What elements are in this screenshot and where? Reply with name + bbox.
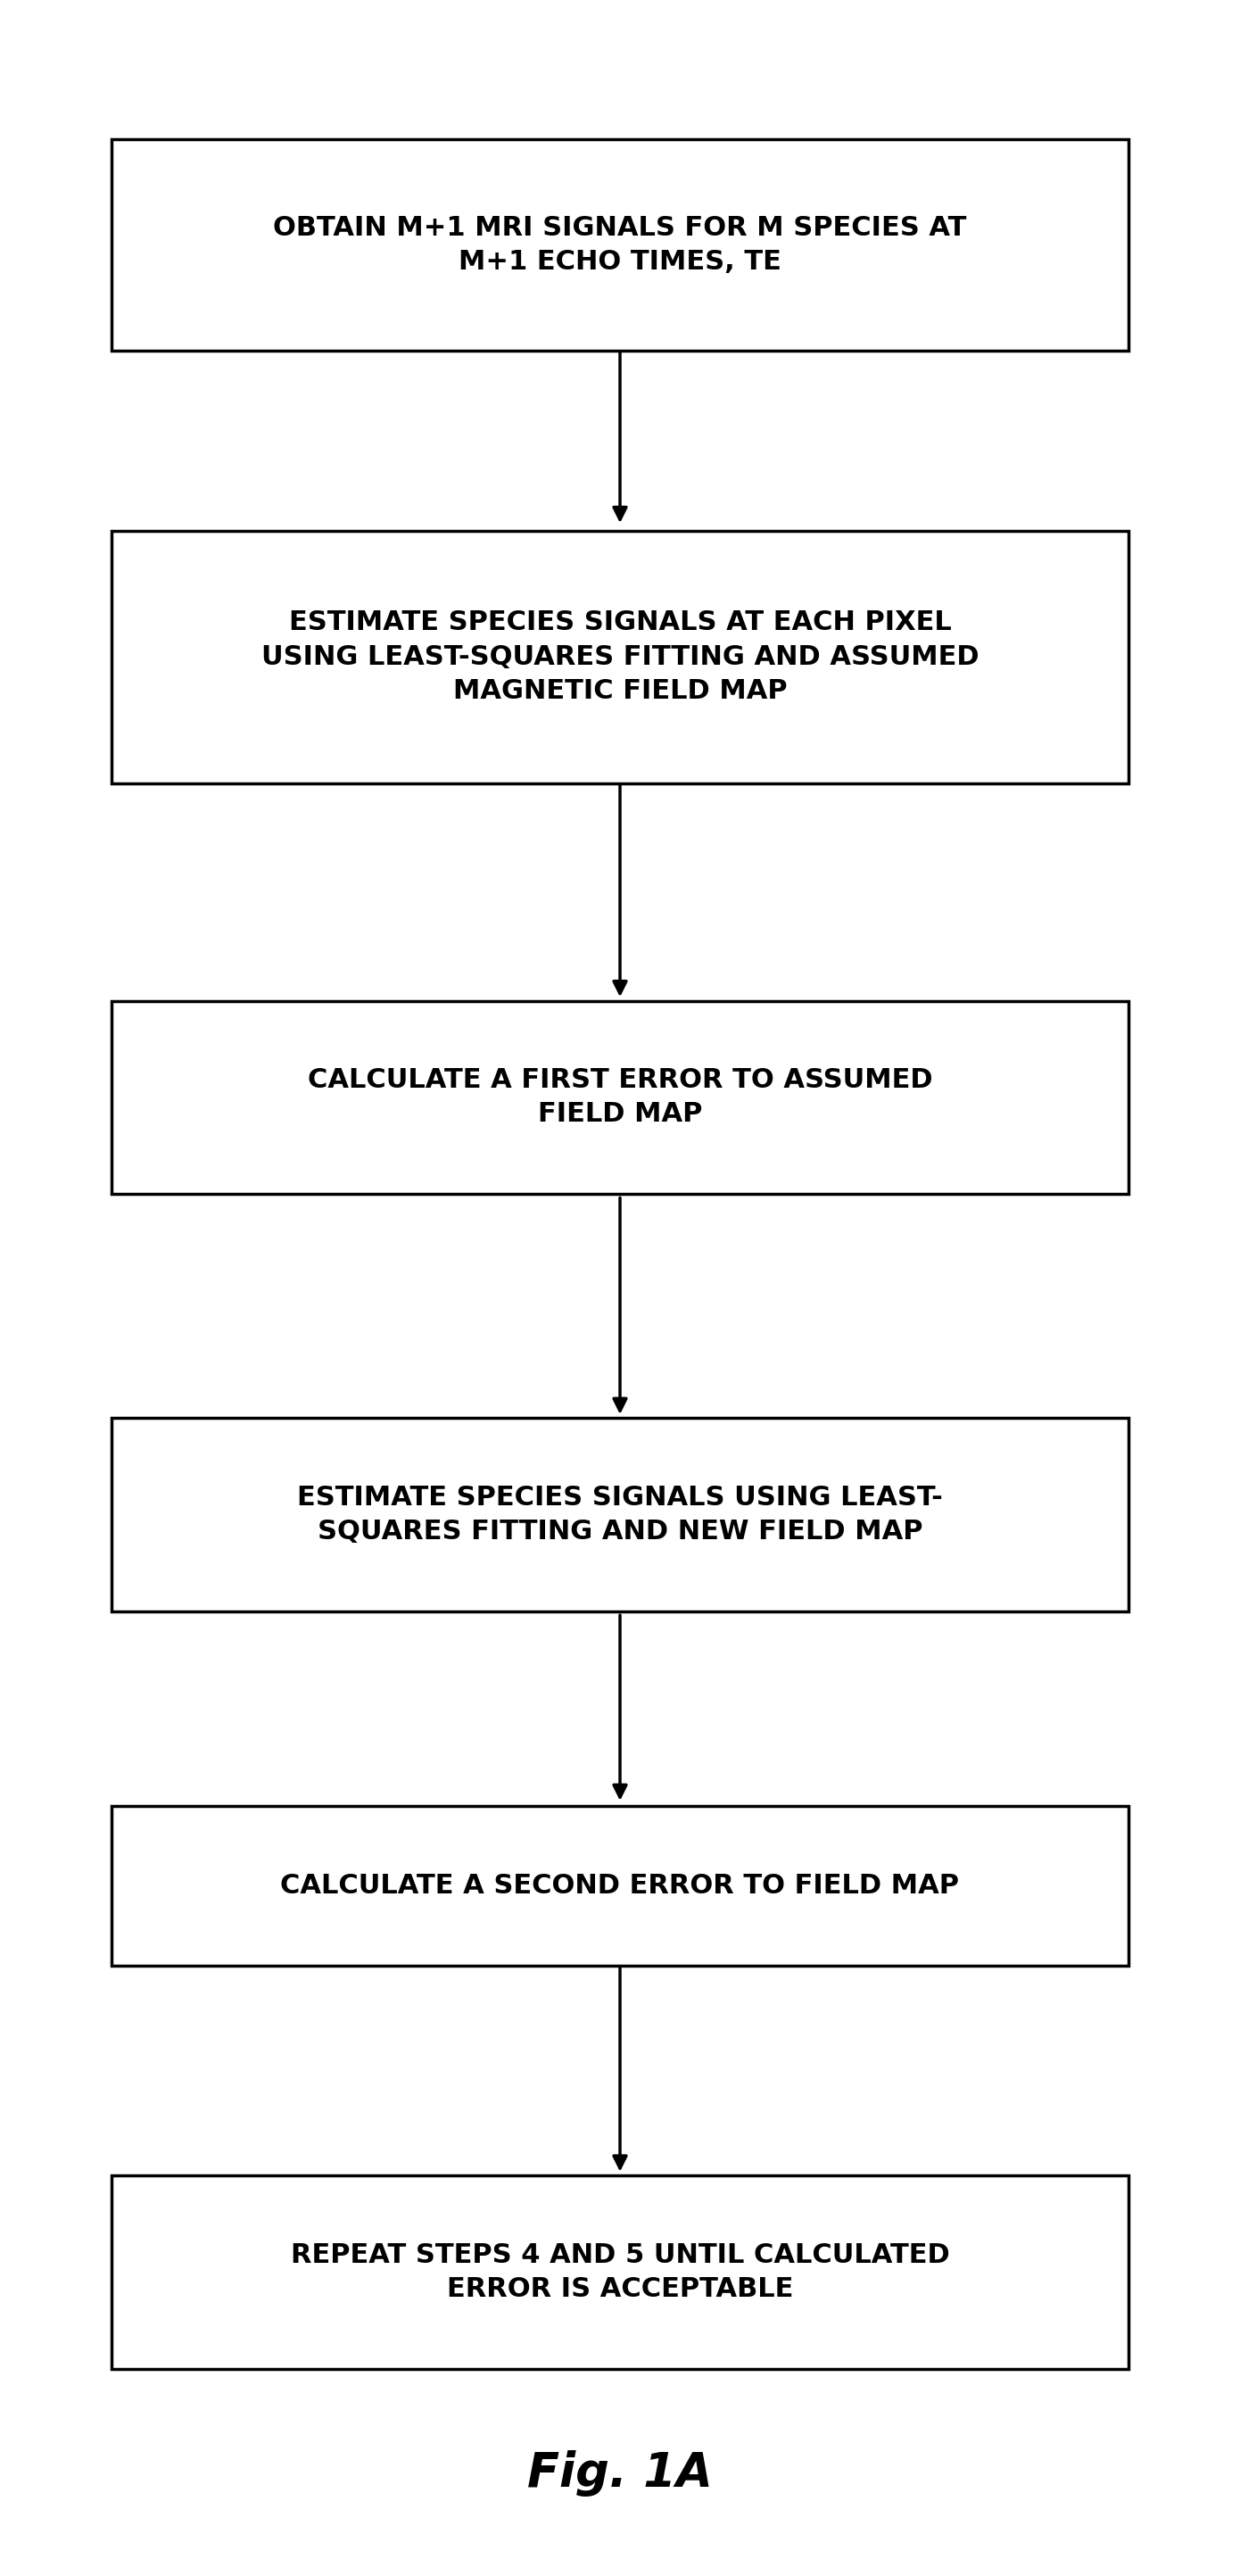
Text: CALCULATE A SECOND ERROR TO FIELD MAP: CALCULATE A SECOND ERROR TO FIELD MAP	[280, 1873, 960, 1899]
FancyBboxPatch shape	[112, 1002, 1128, 1195]
Text: ESTIMATE SPECIES SIGNALS AT EACH PIXEL
USING LEAST-SQUARES FITTING AND ASSUMED
M: ESTIMATE SPECIES SIGNALS AT EACH PIXEL U…	[262, 611, 978, 703]
Text: ESTIMATE SPECIES SIGNALS USING LEAST-
SQUARES FITTING AND NEW FIELD MAP: ESTIMATE SPECIES SIGNALS USING LEAST- SQ…	[298, 1484, 942, 1546]
FancyBboxPatch shape	[112, 139, 1128, 350]
Text: CALCULATE A FIRST ERROR TO ASSUMED
FIELD MAP: CALCULATE A FIRST ERROR TO ASSUMED FIELD…	[308, 1066, 932, 1128]
Text: REPEAT STEPS 4 AND 5 UNTIL CALCULATED
ERROR IS ACCEPTABLE: REPEAT STEPS 4 AND 5 UNTIL CALCULATED ER…	[290, 2241, 950, 2303]
FancyBboxPatch shape	[112, 1417, 1128, 1613]
FancyBboxPatch shape	[112, 1806, 1128, 1965]
Text: OBTAIN M+1 MRI SIGNALS FOR M SPECIES AT
M+1 ECHO TIMES, TE: OBTAIN M+1 MRI SIGNALS FOR M SPECIES AT …	[273, 214, 967, 276]
FancyBboxPatch shape	[112, 2174, 1128, 2370]
FancyBboxPatch shape	[112, 531, 1128, 783]
Text: Fig. 1A: Fig. 1A	[527, 2450, 713, 2496]
